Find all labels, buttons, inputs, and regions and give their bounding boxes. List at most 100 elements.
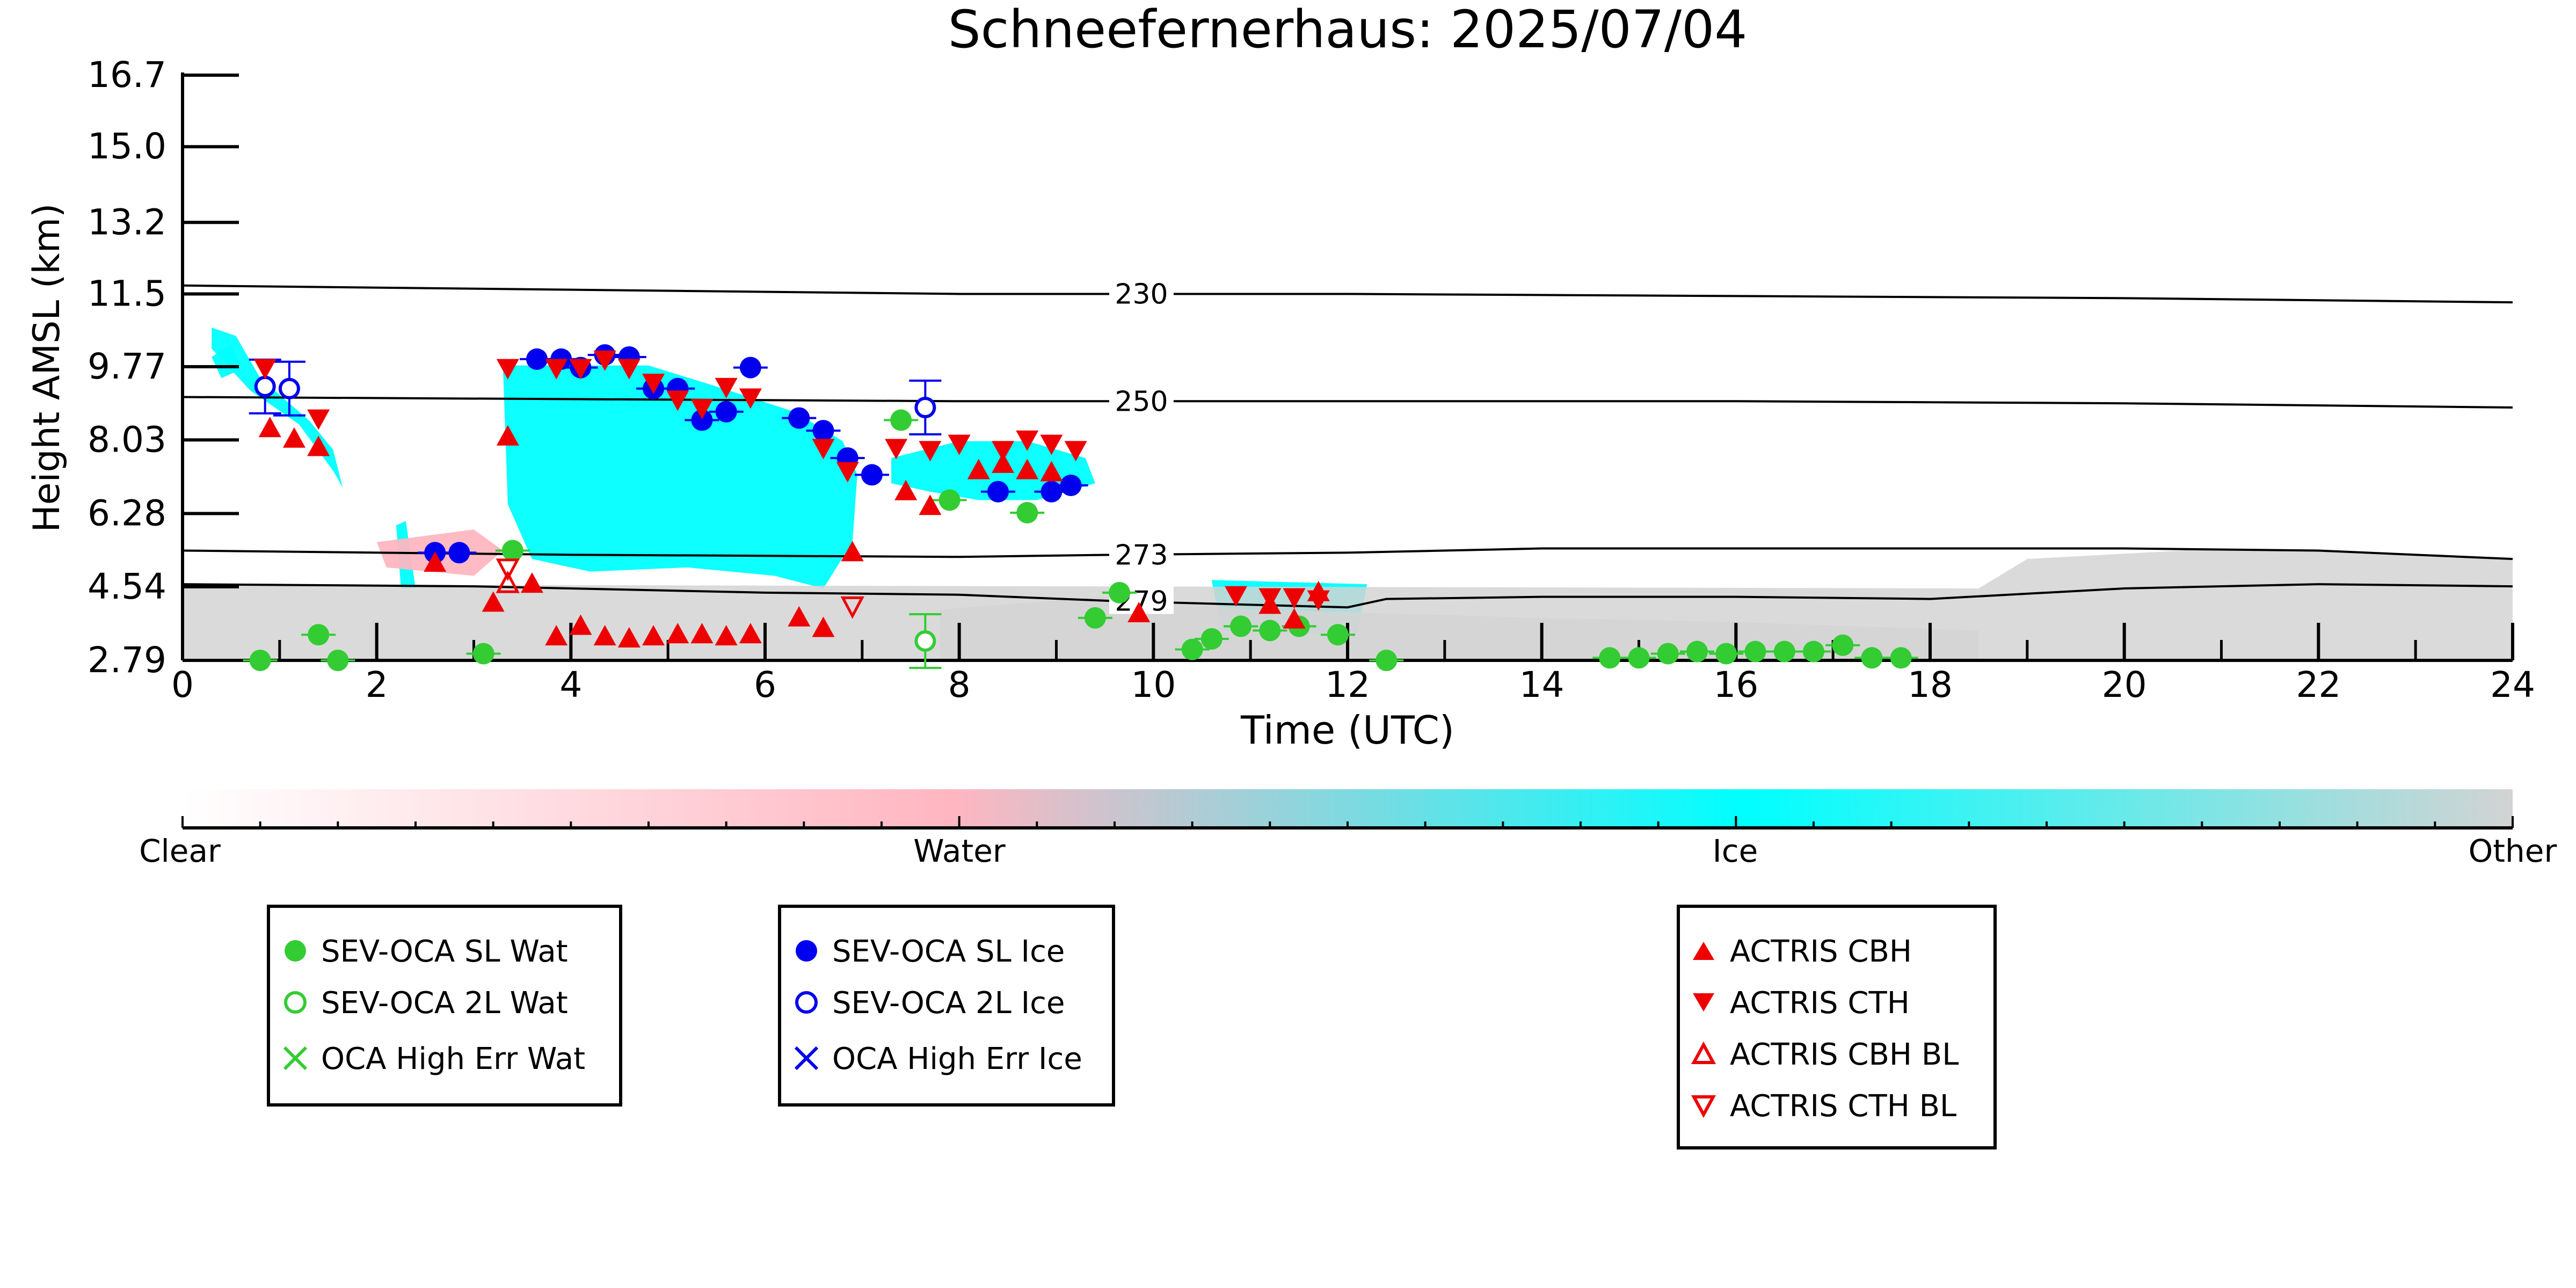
x-tick-label-2: 2: [366, 664, 388, 705]
marker-actris-cbh-17: [812, 616, 835, 637]
retrieval-markers: [243, 344, 1918, 671]
y-tick-label-13.2: 13.2: [88, 201, 166, 243]
marker-sev-oca-sl-wat-6: [938, 489, 960, 511]
marker-actris-cth-0: [253, 359, 276, 380]
legend-marker-higherr-wat: [283, 1046, 308, 1071]
legend-label-2l-ice: SEV-OCA 2L Ice: [832, 986, 1065, 1021]
legend-label-cbh: ACTRIS CBH: [1730, 934, 1912, 969]
legend-label-2l-wat: SEV-OCA 2L Wat: [321, 986, 568, 1021]
isotherm-line-273: [182, 547, 2513, 561]
marker-actris-cbh-16: [788, 606, 811, 627]
marker-sev-oca-2l-wat-0: [914, 630, 936, 652]
marker-sev-oca-sl-wat-12: [1230, 615, 1252, 637]
marker-actris-cbh-1: [282, 427, 305, 448]
marker-actris-cbh-18: [841, 541, 864, 562]
y-tick-label-4.54: 4.54: [88, 566, 166, 607]
axes: 0 2 4 6 8 10 12 14 16 18 20 22 242.794.546.288.039.7…: [88, 54, 2535, 705]
marker-sev-oca-sl-ice-1: [448, 542, 470, 564]
legend-water: SEV-OCA SL Wat SEV-OCA 2L Wat OCA High E…: [267, 905, 622, 1107]
marker-actris-cth-12: [812, 439, 835, 460]
marker-sev-oca-sl-ice-10: [715, 401, 737, 423]
marker-actris-cth-23: [1283, 588, 1306, 609]
y-tick-label-15.0: 15.0: [88, 126, 166, 167]
legend-actris-box: [1677, 905, 1997, 1149]
marker-actris-cbh-21: [967, 459, 990, 479]
isotherm-line-279: [182, 583, 2513, 609]
colorbar-label-water: Water: [913, 833, 1006, 869]
marker-sev-oca-sl-wat-7: [1016, 501, 1038, 523]
marker-actris-cth-bl-1: [840, 596, 864, 619]
marker-sev-oca-sl-ice-13: [812, 420, 834, 442]
legend-label-cth: ACTRIS CTH: [1730, 986, 1910, 1021]
marker-actris-cbh-2: [307, 435, 330, 456]
isotherm-label-bg-230: [1109, 276, 1174, 307]
marker-actris-cth-2: [496, 359, 519, 380]
marker-actris-cbh-22: [992, 452, 1015, 473]
cloud-region-ice-1: [503, 365, 857, 589]
x-tick-label-8: 8: [948, 664, 971, 705]
marker-sev-oca-sl-wat-24: [1803, 641, 1824, 663]
colorbar-label-clear: Clear: [139, 833, 221, 869]
y-tick-label-2.79: 2.79: [88, 639, 166, 681]
x-tick-label-18: 18: [1908, 664, 1953, 705]
x-tick-label-20: 20: [2102, 664, 2147, 705]
marker-actris-cth-10: [715, 377, 738, 398]
marker-actris-cbh-8: [569, 614, 592, 635]
marker-actris-cth-6: [617, 359, 641, 380]
marker-actris-cbh-23: [1016, 459, 1039, 479]
marker-sev-oca-sl-ice-15: [861, 464, 883, 486]
marker-actris-cth-18: [1016, 430, 1039, 451]
marker-actris-cth-21: [1225, 586, 1248, 607]
isotherm-label-bg-250: [1109, 384, 1174, 414]
x-tick-label-10: 10: [1131, 664, 1176, 705]
marker-actris-cth-4: [569, 359, 592, 380]
isotherm-line-250: [182, 396, 2513, 409]
marker-actris-cth-13: [836, 462, 859, 483]
legend-marker-cbh-bl: [1691, 1041, 1716, 1064]
marker-actris-cbh-20: [919, 494, 942, 515]
marker-sev-oca-sl-ice-16: [987, 481, 1009, 503]
legend-ice: SEV-OCA SL Ice SEV-OCA 2L Ice OCA High E…: [778, 905, 1115, 1107]
marker-sev-oca-sl-wat-18: [1628, 647, 1650, 669]
y-tick-label-6.28: 6.28: [88, 493, 166, 534]
marker-actris-cbh-15: [739, 623, 762, 644]
marker-sev-oca-sl-wat-20: [1686, 641, 1708, 663]
legend-label-cbh-bl: ACTRIS CBH BL: [1730, 1037, 1959, 1072]
marker-actris-cth-11: [739, 388, 762, 409]
marker-actris-cth-22: [1258, 588, 1282, 609]
marker-actris-cth-3: [545, 359, 568, 380]
isotherm-label-230: 230: [1115, 278, 1168, 310]
isotherm-label-273: 273: [1115, 539, 1168, 571]
y-axis-label: Height AMSL (km): [26, 203, 68, 533]
legend-marker-sl-ice: [796, 940, 817, 962]
marker-sev-oca-2l-ice-0: [254, 375, 276, 397]
x-tick-label-4: 4: [559, 664, 582, 705]
x-tick-label-14: 14: [1519, 664, 1564, 705]
marker-actris-cth-20: [1064, 441, 1087, 462]
marker-actris-cth-17: [992, 441, 1015, 462]
marker-sev-oca-sl-wat-22: [1744, 641, 1766, 663]
legend-water-box: [267, 905, 622, 1107]
legend-label-higherr-ice: OCA High Err Ice: [832, 1042, 1082, 1076]
isotherm-line-230: [182, 284, 2513, 304]
marker-sev-oca-sl-wat-0: [249, 650, 271, 671]
marker-sev-oca-sl-wat-1: [308, 624, 330, 646]
marker-sev-oca-sl-wat-4: [501, 540, 523, 562]
marker-sev-oca-sl-wat-9: [1109, 581, 1131, 603]
x-tick-label-24: 24: [2490, 664, 2535, 705]
x-tick-label-0: 0: [171, 664, 194, 705]
cloud-classification-layer: [183, 328, 2513, 660]
marker-actris-cbh-bl-0: [496, 570, 520, 593]
marker-sev-oca-2l-ice-2: [914, 397, 936, 419]
marker-actris-cbh-14: [715, 625, 738, 646]
marker-sev-oca-sl-ice-18: [1060, 475, 1082, 497]
marker-actris-cth-24: [1307, 590, 1330, 611]
marker-actris-cth-5: [593, 350, 616, 371]
legend-ice-box: [778, 905, 1115, 1107]
marker-actris-cth-14: [885, 439, 908, 460]
marker-actris-cth-19: [1040, 434, 1063, 455]
marker-actris-cbh-0: [258, 417, 281, 438]
marker-actris-cbh-3: [424, 551, 447, 572]
legend-label-sl-wat: SEV-OCA SL Wat: [321, 934, 568, 969]
